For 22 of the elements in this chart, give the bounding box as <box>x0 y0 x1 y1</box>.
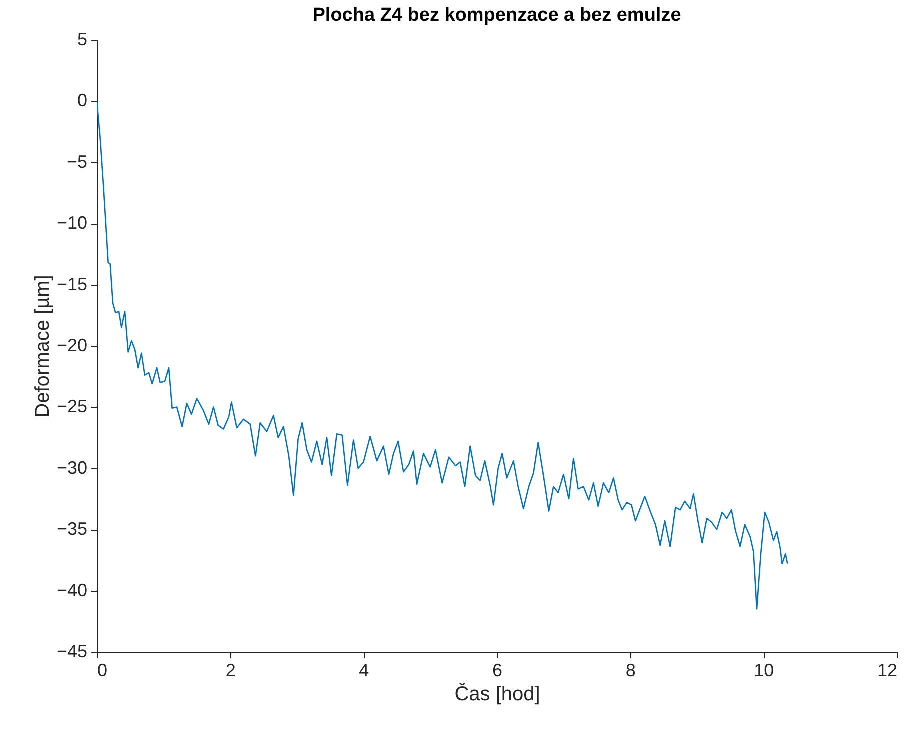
y-tick-label: 5 <box>77 30 88 50</box>
y-tick-label: −10 <box>56 213 88 234</box>
x-tick-label: 8 <box>626 660 636 680</box>
y-tick-label: −25 <box>56 396 88 417</box>
x-tick-label: 6 <box>492 660 503 680</box>
y-tick-label: −30 <box>56 458 88 478</box>
y-tick-label: −20 <box>56 336 88 356</box>
x-tick-label: 12 <box>877 660 898 680</box>
line-series <box>97 100 788 610</box>
x-axis-title: Čas [hod] <box>454 682 540 706</box>
y-tick-label: −15 <box>56 274 88 294</box>
y-tick-label: −35 <box>56 519 88 540</box>
x-tick-label: 0 <box>98 660 108 680</box>
y-axis-title: Deformace [µm] <box>32 275 54 418</box>
chart-title: Plocha Z4 bez kompenzace a bez emulze <box>312 5 682 26</box>
x-tick-label: 2 <box>226 660 236 680</box>
x-tick-label: 10 <box>754 660 774 680</box>
y-tick-label: −40 <box>56 580 88 600</box>
x-tick-label: 4 <box>359 660 370 680</box>
y-tick-label: −5 <box>66 152 88 172</box>
y-tick-label: −45 <box>56 642 88 662</box>
y-tick-label: 0 <box>77 90 88 111</box>
